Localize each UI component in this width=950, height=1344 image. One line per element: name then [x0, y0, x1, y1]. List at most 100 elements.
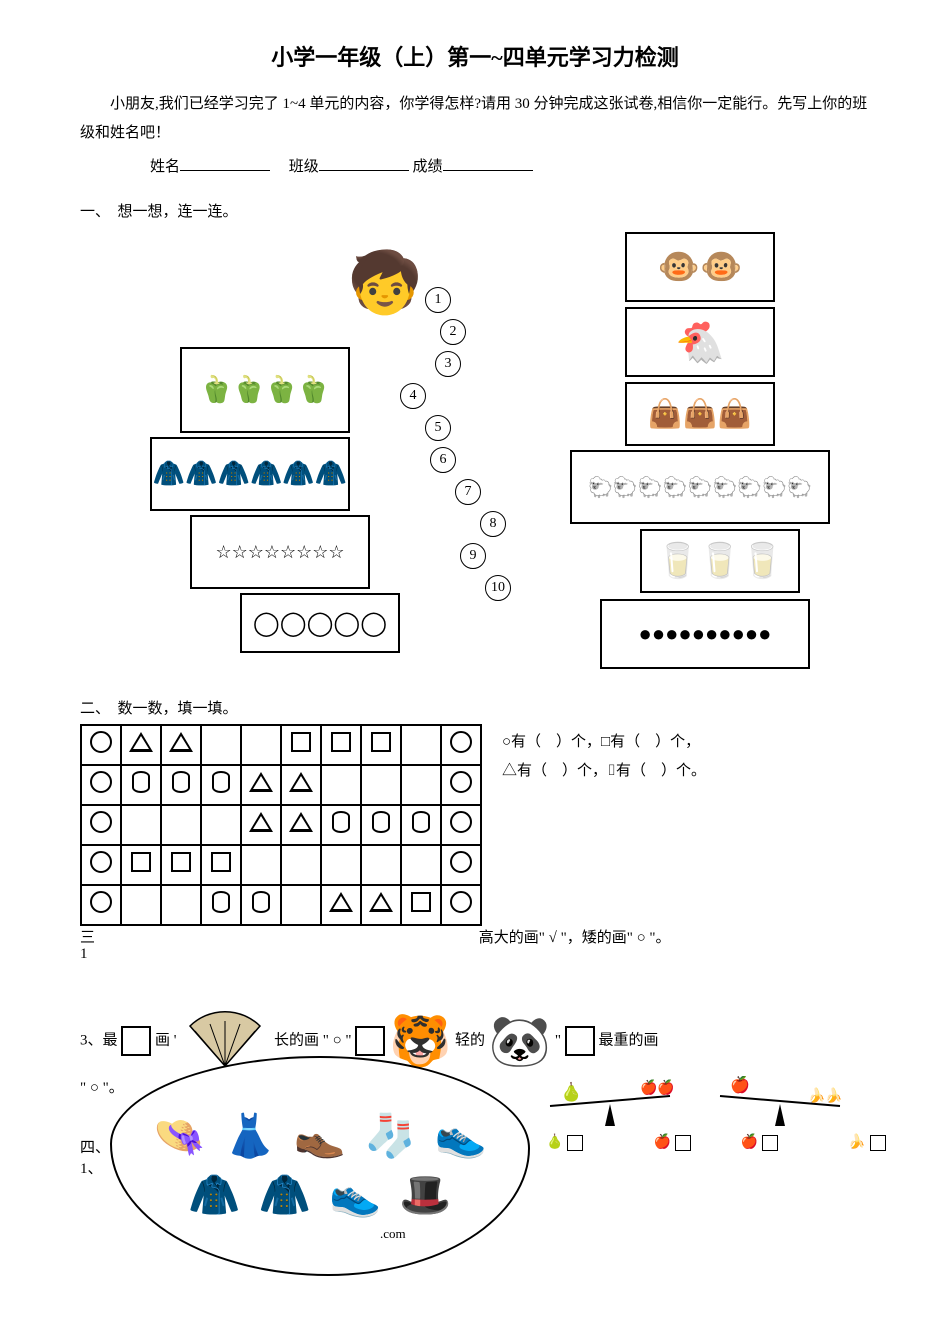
- q3-num1: 1: [80, 946, 88, 963]
- answer-box[interactable]: [121, 1026, 151, 1056]
- grid-cell: [401, 725, 441, 765]
- scales-area: 🍐 🍎🍎 🍎 🍌🍌 🍐 🍎 🍎 🍌: [540, 1076, 870, 1167]
- answer-box[interactable]: [567, 1135, 583, 1151]
- grid-cell: [441, 725, 481, 765]
- q3-t3: 长的画 " ○ ": [274, 1032, 352, 1048]
- number-9: 9: [460, 543, 486, 569]
- grid-cell: [441, 765, 481, 805]
- count-box: ☆☆☆☆☆☆☆☆: [190, 515, 370, 589]
- grid-cell: [281, 805, 321, 845]
- svg-text:🍐: 🍐: [560, 1081, 582, 1102]
- grid-cell: [201, 885, 241, 925]
- grid-cell: [241, 765, 281, 805]
- grid-cell: [441, 885, 481, 925]
- q3-t2: 画 ': [155, 1032, 176, 1048]
- scale-labels-1: 🍐 🍎 🍎 🍌: [546, 1134, 870, 1151]
- q3-t6: 最重的画: [598, 1032, 658, 1048]
- q3-line2-text: 3、最: [80, 1032, 118, 1048]
- name-blank[interactable]: [180, 156, 270, 171]
- grid-cell: [201, 765, 241, 805]
- answer-box[interactable]: [565, 1026, 595, 1056]
- grid-cell: [281, 725, 321, 765]
- answer-box[interactable]: [762, 1135, 778, 1151]
- number-7: 7: [455, 479, 481, 505]
- grid-cell: [361, 725, 401, 765]
- grid-cell: [81, 845, 121, 885]
- grid-cell: [401, 885, 441, 925]
- number-1: 1: [425, 287, 451, 313]
- grid-cell: [361, 765, 401, 805]
- grid-cell: [121, 845, 161, 885]
- number-2: 2: [440, 319, 466, 345]
- q1-area: 🧒 12345678910 🫑🫑🫑🫑🧥🧥🧥🧥🧥🧥☆☆☆☆☆☆☆☆◯◯◯◯◯ 🐵🐵…: [80, 227, 870, 687]
- count-box: 🧥🧥🧥🧥🧥🧥: [150, 437, 350, 511]
- grid-cell: [161, 725, 201, 765]
- grid-cell: [161, 845, 201, 885]
- grid-cell: [161, 765, 201, 805]
- grid-cell: [121, 765, 161, 805]
- grid-cell: [161, 885, 201, 925]
- grid-cell: [241, 845, 281, 885]
- grid-cell: [81, 805, 121, 845]
- grid-cell: [321, 845, 361, 885]
- page-title: 小学一年级（上）第一~四单元学习力检测: [80, 40, 870, 72]
- grid-cell: [281, 845, 321, 885]
- q4-h2: 1、: [80, 1157, 110, 1178]
- clothing-item: 👟: [434, 1112, 486, 1161]
- grid-cell: [241, 725, 281, 765]
- answer-box[interactable]: [355, 1026, 385, 1056]
- q3-area: 三 高大的画" √ "，矮的画" ○ "。 1 3、最 画 ' 长的画 " ○ …: [80, 926, 870, 1286]
- grid-cell: [321, 805, 361, 845]
- q2-text1: ○有（ ）个，□有（ ）个，: [502, 728, 706, 757]
- q4-head: 四、 1、: [80, 1136, 110, 1178]
- count-box: 🐑🐑🐑🐑🐑🐑🐑🐑🐑: [570, 450, 830, 524]
- grid-cell: [401, 845, 441, 885]
- svg-text:🍎🍎: 🍎🍎: [640, 1078, 675, 1096]
- clothing-item: 👟: [329, 1171, 381, 1220]
- grid-cell: [321, 765, 361, 805]
- svg-text:🍎: 🍎: [730, 1076, 750, 1094]
- clothing-item: 🧥: [259, 1171, 311, 1220]
- q3-prefix: 三: [80, 930, 95, 946]
- answer-box[interactable]: [870, 1135, 886, 1151]
- shape-grid: [80, 724, 482, 926]
- grid-cell: [281, 765, 321, 805]
- clothing-item: 👞: [294, 1112, 346, 1161]
- footer: .com: [380, 1226, 406, 1242]
- q2-text: ○有（ ）个，□有（ ）个， △有（ ）个，⌷有（ ）个。: [502, 724, 706, 785]
- clothing-item: 🧥: [188, 1171, 240, 1220]
- q3-line1: 三 高大的画" √ "，矮的画" ○ "。: [80, 926, 870, 947]
- class-label: 班级: [289, 159, 319, 175]
- count-box: 🐔: [625, 307, 775, 377]
- grid-cell: [441, 845, 481, 885]
- class-blank[interactable]: [319, 156, 409, 171]
- grid-cell: [161, 805, 201, 845]
- number-8: 8: [480, 511, 506, 537]
- intro-text: 小朋友,我们已经学习完了 1~4 单元的内容，你学得怎样?请用 30 分钟完成这…: [80, 90, 870, 147]
- q3-t4: 轻的: [455, 1032, 485, 1048]
- grid-cell: [361, 845, 401, 885]
- grid-cell: [201, 725, 241, 765]
- grid-cell: [401, 805, 441, 845]
- score-blank[interactable]: [443, 156, 533, 171]
- q3-t5: ": [555, 1032, 561, 1048]
- grid-cell: [241, 805, 281, 845]
- grid-cell: [201, 845, 241, 885]
- tiger-icon: 🐯: [389, 1012, 451, 1071]
- svg-text:🍌🍌: 🍌🍌: [808, 1087, 843, 1104]
- score-label: 成绩: [413, 159, 443, 175]
- clothing-item: 🧦: [364, 1112, 416, 1161]
- q2-area: ○有（ ）个，□有（ ）个， △有（ ）个，⌷有（ ）个。: [80, 724, 870, 926]
- grid-cell: [321, 885, 361, 925]
- grid-cell: [121, 805, 161, 845]
- balance-scale: 🍐 🍎🍎: [540, 1076, 680, 1126]
- number-4: 4: [400, 383, 426, 409]
- answer-box[interactable]: [675, 1135, 691, 1151]
- q1-head: 一、 想一想，连一连。: [80, 200, 870, 221]
- q3-suffix: 高大的画" √ "，矮的画" ○ "。: [479, 930, 671, 946]
- balance-scale: 🍎 🍌🍌: [710, 1076, 850, 1126]
- grid-cell: [401, 765, 441, 805]
- grid-cell: [281, 885, 321, 925]
- clothes-group: 👒👗👞🧦👟🧥🧥👟🎩: [110, 1056, 530, 1276]
- number-6: 6: [430, 447, 456, 473]
